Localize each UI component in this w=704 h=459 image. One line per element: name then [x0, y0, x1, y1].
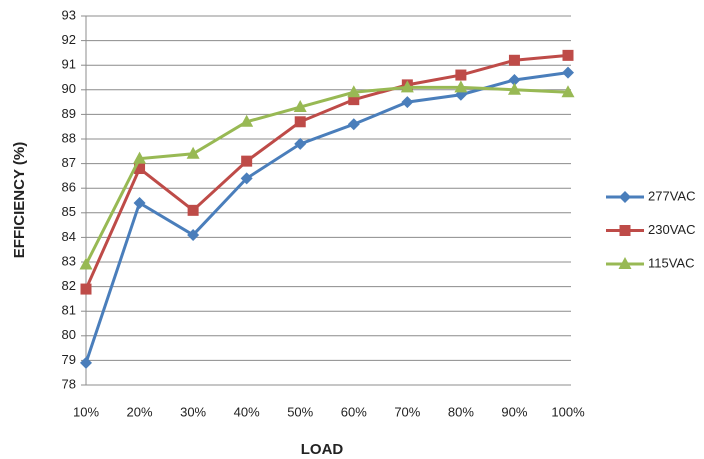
point [187, 228, 200, 241]
x-tick-label: 50% [287, 404, 313, 419]
x-tick-label: 40% [234, 404, 260, 419]
y-tick-label: 85 [62, 204, 76, 219]
legend-marker [619, 225, 631, 236]
point [347, 85, 361, 98]
x-tick-label: 10% [73, 404, 99, 419]
y-tick-label: 82 [62, 278, 76, 293]
y-axis-title: EFFICIENCY (%) [11, 142, 28, 258]
y-tick-label: 88 [62, 130, 76, 145]
point [240, 114, 254, 127]
point [240, 172, 253, 185]
y-tick-label: 83 [62, 253, 76, 268]
series-line [84, 53, 569, 290]
y-tick-label: 91 [62, 57, 76, 72]
y-tick-label: 92 [62, 32, 76, 47]
x-axis-title: LOAD [301, 441, 344, 458]
series-line [84, 71, 569, 364]
point [562, 66, 574, 79]
point [133, 196, 146, 209]
x-tick-label: 60% [341, 404, 367, 419]
legend-label: 230VAC [648, 222, 695, 237]
x-tick-label: 100% [551, 404, 585, 419]
point [454, 80, 468, 93]
point [294, 116, 306, 128]
y-tick-label: 79 [62, 352, 76, 367]
x-tick-label: 30% [180, 404, 206, 419]
point [348, 94, 360, 106]
legend-marker [619, 191, 631, 203]
y-tick-label: 86 [62, 180, 76, 195]
point [562, 49, 574, 61]
x-tick-label: 90% [501, 404, 527, 419]
point [508, 73, 521, 86]
point [293, 100, 307, 113]
point [400, 80, 414, 93]
point [186, 146, 200, 159]
y-tick-label: 93 [62, 7, 76, 22]
y-tick-label: 81 [62, 303, 76, 318]
x-tick-label: 70% [394, 404, 420, 419]
point [134, 163, 146, 175]
point [455, 69, 467, 81]
series-line [84, 85, 569, 266]
point [508, 54, 520, 66]
y-tick-label: 90 [62, 81, 76, 96]
point [133, 151, 147, 164]
point [80, 283, 92, 295]
point [80, 356, 92, 369]
point [507, 82, 521, 95]
y-tick-label: 89 [62, 106, 76, 121]
x-tick-label: 80% [448, 404, 474, 419]
y-tick-label: 80 [62, 327, 76, 342]
legend-label: 277VAC [648, 188, 695, 203]
point [241, 155, 253, 167]
point [79, 257, 93, 270]
y-tick-label: 78 [62, 376, 76, 391]
x-tick-label: 20% [127, 404, 153, 419]
point [294, 137, 307, 150]
point [401, 96, 414, 109]
legend-marker [618, 257, 632, 269]
y-tick-label: 87 [62, 155, 76, 170]
y-tick-label: 84 [62, 229, 76, 244]
legend-label: 115VAC [648, 255, 695, 270]
point [347, 118, 360, 131]
point [561, 85, 575, 98]
point [187, 204, 199, 216]
